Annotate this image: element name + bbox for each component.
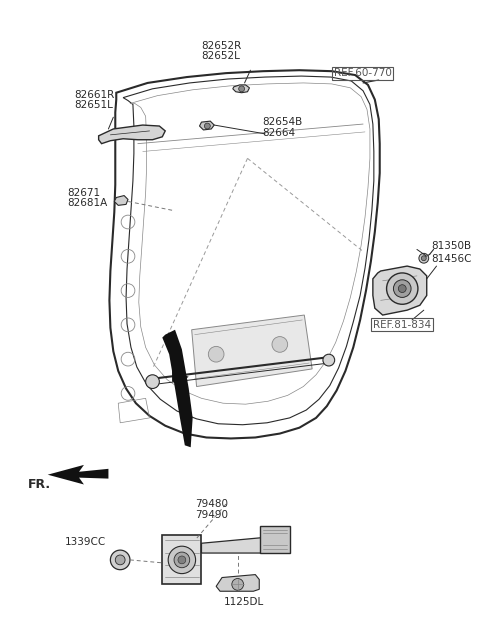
Text: 82681A: 82681A xyxy=(67,198,108,208)
Polygon shape xyxy=(172,371,189,385)
Text: 79480: 79480 xyxy=(195,499,228,509)
Text: 82652L: 82652L xyxy=(202,51,240,62)
Circle shape xyxy=(239,86,245,91)
Text: 1339CC: 1339CC xyxy=(64,537,106,547)
Polygon shape xyxy=(202,537,275,553)
Text: FR.: FR. xyxy=(28,478,51,491)
Circle shape xyxy=(386,273,418,304)
Polygon shape xyxy=(216,575,259,591)
Text: 82671: 82671 xyxy=(67,187,100,197)
Circle shape xyxy=(232,578,243,591)
Polygon shape xyxy=(260,526,289,553)
Text: 79490: 79490 xyxy=(195,510,228,520)
Polygon shape xyxy=(48,465,108,485)
Text: 82654B: 82654B xyxy=(262,117,302,127)
Circle shape xyxy=(323,354,335,366)
Circle shape xyxy=(174,552,190,568)
Polygon shape xyxy=(162,330,192,447)
Polygon shape xyxy=(200,121,214,130)
Circle shape xyxy=(115,555,125,565)
Text: 1125DL: 1125DL xyxy=(224,597,264,607)
Circle shape xyxy=(394,280,411,297)
Text: 81456C: 81456C xyxy=(432,254,472,264)
Polygon shape xyxy=(98,125,165,144)
Text: 82651L: 82651L xyxy=(74,100,113,110)
Text: 82661R: 82661R xyxy=(74,90,114,100)
Circle shape xyxy=(421,256,426,261)
Circle shape xyxy=(208,346,224,362)
Text: REF.60-770: REF.60-770 xyxy=(334,68,392,78)
Circle shape xyxy=(419,253,429,263)
Polygon shape xyxy=(192,315,312,387)
Circle shape xyxy=(204,123,210,129)
Text: REF.81-834: REF.81-834 xyxy=(373,320,431,330)
Circle shape xyxy=(145,375,159,389)
Polygon shape xyxy=(373,266,427,315)
Circle shape xyxy=(398,284,406,293)
Polygon shape xyxy=(114,196,128,205)
Polygon shape xyxy=(162,535,202,584)
Text: 82652R: 82652R xyxy=(201,41,241,51)
Circle shape xyxy=(110,550,130,570)
Circle shape xyxy=(272,337,288,352)
Circle shape xyxy=(178,556,186,564)
Text: 82664: 82664 xyxy=(262,128,295,138)
Polygon shape xyxy=(233,85,250,93)
Text: 81350B: 81350B xyxy=(432,241,472,251)
Circle shape xyxy=(168,546,195,573)
